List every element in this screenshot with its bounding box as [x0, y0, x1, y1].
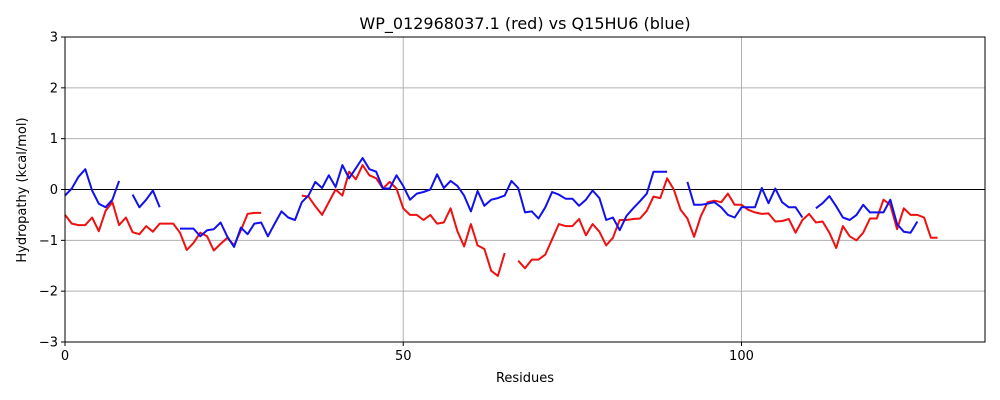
y-tick-label: −1: [39, 234, 58, 249]
x-axis-label: Residues: [496, 371, 554, 386]
axis-ticks: 0 50 100 −3 −2 −1 0 1 2 3: [39, 31, 754, 365]
y-tick-label: −3: [39, 336, 58, 351]
x-tick-label: 100: [729, 349, 754, 364]
series-red-line: [301, 164, 506, 277]
x-tick-label: 50: [395, 349, 412, 364]
y-axis-label: Hydropathy (kcal/mol): [15, 117, 30, 262]
y-tick-label: 2: [50, 81, 58, 96]
series-blue-line: [180, 157, 668, 248]
y-tick-label: −2: [39, 285, 58, 300]
chart-title: WP_012968037.1 (red) vs Q15HU6 (blue): [359, 14, 690, 34]
y-tick-label: 0: [50, 183, 58, 198]
series-red-line: [517, 177, 938, 270]
x-tick-label: 0: [61, 349, 69, 364]
series-blue-line: [686, 181, 804, 219]
series-blue-line: [815, 195, 919, 234]
series-blue-line: [131, 189, 161, 209]
y-tick-label: 1: [50, 132, 58, 147]
series-lines: [64, 157, 938, 277]
series-blue-line: [64, 168, 121, 209]
y-tick-label: 3: [50, 31, 58, 46]
